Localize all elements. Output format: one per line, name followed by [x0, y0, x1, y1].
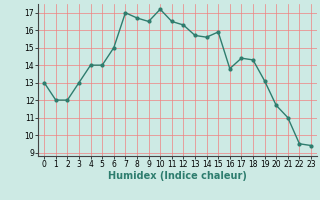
X-axis label: Humidex (Indice chaleur): Humidex (Indice chaleur): [108, 171, 247, 181]
